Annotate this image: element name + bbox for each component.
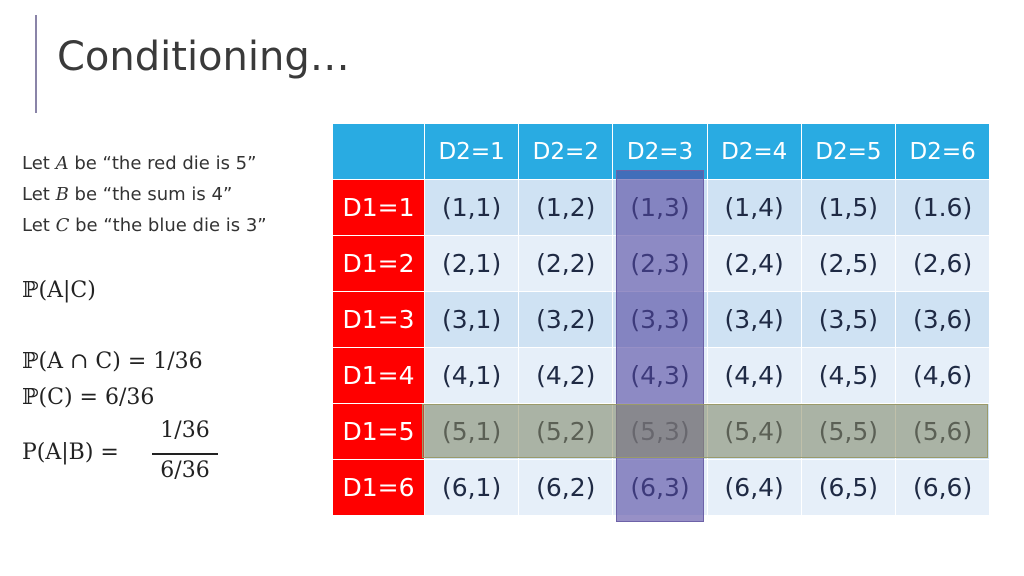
math-line: ℙ(A ∩ C) = 1/36 — [22, 349, 203, 374]
fraction-denominator: 6/36 — [160, 458, 210, 483]
table-cell: (4,2) — [519, 348, 614, 404]
corner-cell — [333, 124, 425, 180]
row-header: D1=6 — [333, 460, 425, 516]
row-highlight — [422, 404, 988, 458]
table-cell: (1,5) — [801, 180, 896, 236]
statement: Let A be “the red die is 5” — [22, 153, 257, 174]
column-header: D2=5 — [801, 124, 896, 180]
table-cell: (2,6) — [896, 236, 991, 292]
table-cell: (6,1) — [425, 460, 520, 516]
row-header: D1=4 — [333, 348, 425, 404]
column-header: D2=4 — [707, 124, 802, 180]
statement: Let B be “the sum is 4” — [22, 184, 233, 205]
math-line: P(A|B) = — [22, 440, 119, 465]
table-cell: (4,1) — [425, 348, 520, 404]
table-cell: (1,1) — [425, 180, 520, 236]
row-header: D1=1 — [333, 180, 425, 236]
table-cell: (3,2) — [519, 292, 614, 348]
table-cell: (1,4) — [707, 180, 802, 236]
table-cell: (4,6) — [896, 348, 991, 404]
column-header: D2=1 — [425, 124, 520, 180]
table-cell: (4,5) — [801, 348, 896, 404]
column-header: D2=2 — [519, 124, 614, 180]
column-highlight — [616, 170, 704, 522]
table-cell: (3,5) — [801, 292, 896, 348]
table-cell: (1,2) — [519, 180, 614, 236]
fraction-numerator: 1/36 — [160, 418, 210, 443]
table-cell: (6,2) — [519, 460, 614, 516]
table-cell: (2,2) — [519, 236, 614, 292]
table-cell: (1.6) — [896, 180, 991, 236]
column-header: D2=6 — [896, 124, 991, 180]
statement: Let C be “the blue die is 3” — [22, 215, 267, 236]
math-line: ℙ(C) = 6/36 — [22, 385, 155, 410]
row-header: D1=2 — [333, 236, 425, 292]
table-cell: (6,6) — [896, 460, 991, 516]
table-cell: (6,4) — [707, 460, 802, 516]
row-header: D1=5 — [333, 404, 425, 460]
table-cell: (6,5) — [801, 460, 896, 516]
table-cell: (2,5) — [801, 236, 896, 292]
table-cell: (2,1) — [425, 236, 520, 292]
table-cell: (2,4) — [707, 236, 802, 292]
accent-bar — [35, 15, 37, 113]
fraction-bar — [152, 453, 218, 455]
math-line: ℙ(A|C) — [22, 278, 96, 303]
table-cell: (3,4) — [707, 292, 802, 348]
slide-title: Conditioning… — [57, 34, 350, 80]
table-cell: (3,1) — [425, 292, 520, 348]
table-cell: (3,6) — [896, 292, 991, 348]
row-header: D1=3 — [333, 292, 425, 348]
table-cell: (4,4) — [707, 348, 802, 404]
